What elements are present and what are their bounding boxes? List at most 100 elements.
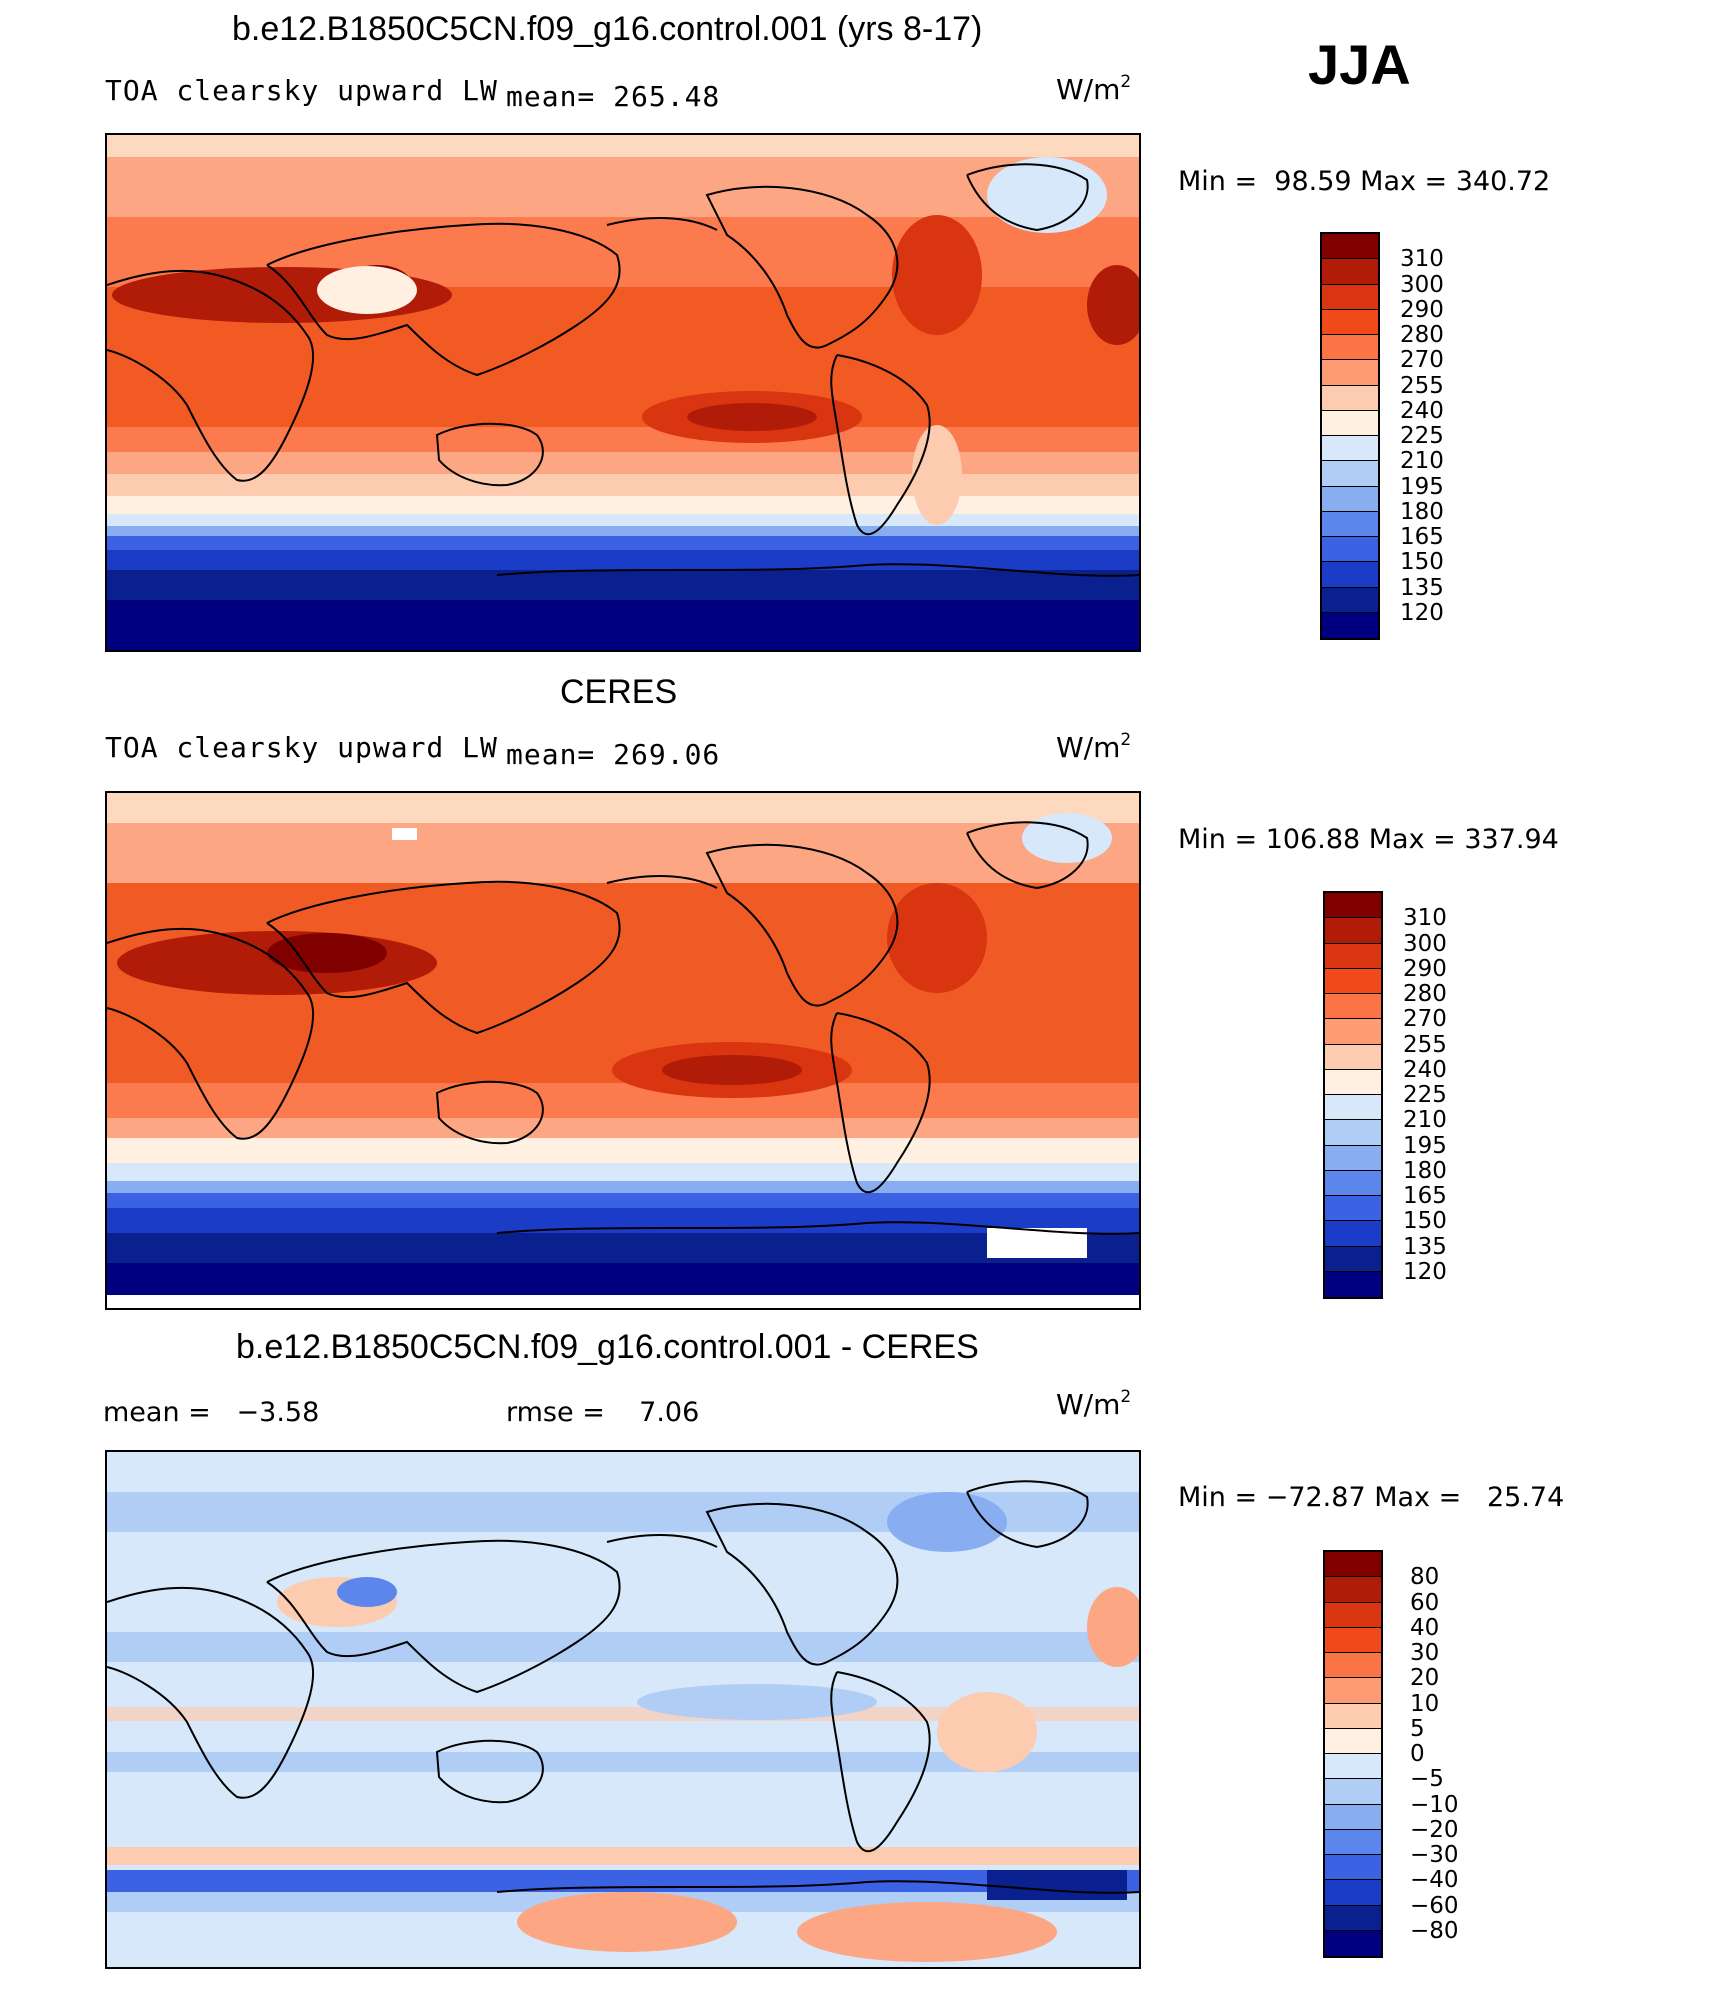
panel-1-minmax: Min = 98.59 Max = 340.72 [1178,166,1551,197]
units-exponent: 2 [1120,730,1132,750]
panel-2-colorbar [1323,891,1383,1299]
colorbar-swatch [1325,1880,1381,1906]
colorbar-tick-label: 135 [1403,1233,1447,1260]
colorbar-tick-label: −30 [1410,1842,1459,1868]
units-text: W/m [1056,73,1121,106]
colorbar-tick-label: 270 [1403,1006,1447,1033]
units-text: W/m [1056,1388,1121,1421]
panel-3-map [105,1450,1141,1969]
colorbar-swatch [1325,1602,1381,1628]
colorbar-swatch [1325,1577,1381,1603]
colorbar-swatch [1322,234,1378,260]
colorbar-tick-label: 150 [1400,549,1444,576]
panel-2-map [105,791,1141,1310]
colorbar-swatch [1322,612,1378,638]
colorbar-swatch [1325,1905,1381,1931]
colorbar-tick-label: 240 [1403,1056,1447,1083]
colorbar-swatch [1325,1019,1381,1045]
colorbar-tick-label: 165 [1403,1183,1447,1209]
colorbar-tick-label: −60 [1410,1892,1459,1919]
panel-3-mean: mean = −3.58 [103,1397,320,1428]
colorbar-tick-label: 30 [1410,1640,1440,1666]
colorbar-swatch [1325,1170,1381,1196]
colorbar-swatch [1322,410,1378,436]
colorbar-tick-label: 10 [1410,1690,1440,1717]
colorbar-swatch [1322,587,1378,613]
colorbar-tick-label: 310 [1403,905,1447,932]
colorbar-swatch [1322,309,1378,335]
colorbar-swatch [1325,1221,1381,1247]
colorbar-tick-label: 255 [1400,372,1444,399]
colorbar-tick-label: 120 [1403,1258,1447,1285]
colorbar-swatch [1325,1829,1381,1855]
panel-2-title: CERES [560,673,678,711]
panel-2-units: W/m2 [1056,730,1131,764]
colorbar-swatch [1325,1703,1381,1729]
colorbar-tick-label: 280 [1400,322,1444,348]
colorbar-swatch [1325,1196,1381,1222]
colorbar-tick-label: −5 [1410,1766,1444,1793]
colorbar-tick-label: 310 [1400,246,1444,273]
colorbar-tick-label: 80 [1410,1564,1440,1591]
colorbar-swatch [1325,943,1381,969]
colorbar-swatch [1322,360,1378,386]
colorbar-swatch [1325,1095,1381,1121]
colorbar-swatch [1325,1678,1381,1704]
colorbar-tick-label: 165 [1400,524,1444,550]
colorbar-tick-label: 40 [1410,1614,1440,1641]
colorbar-swatch [1322,537,1378,563]
colorbar-swatch [1325,994,1381,1020]
colorbar-tick-label: 300 [1403,930,1447,957]
colorbar-tick-label: 5 [1410,1715,1425,1742]
panel-1-map-svg [107,135,1139,650]
colorbar-swatch [1325,893,1381,919]
colorbar-swatch [1325,1627,1381,1653]
colorbar-tick-label: 20 [1410,1665,1440,1692]
colorbar-tick-label: 195 [1403,1132,1447,1159]
panel-1-map [105,133,1141,652]
colorbar-swatch [1322,335,1378,361]
panel-1-units: W/m2 [1056,72,1131,106]
colorbar-tick-label: 240 [1400,397,1444,424]
colorbar-tick-label: 0 [1410,1741,1425,1767]
colorbar-swatch [1325,1069,1381,1095]
colorbar-tick-label: 225 [1400,423,1444,449]
colorbar-tick-label: 210 [1403,1107,1447,1134]
colorbar-swatch [1325,1044,1381,1070]
panel-1-colorbar [1320,232,1380,640]
colorbar-swatch [1325,1754,1381,1780]
colorbar-swatch [1322,511,1378,537]
colorbar-swatch [1325,1552,1381,1578]
colorbar-tick-label: 270 [1400,347,1444,374]
colorbar-swatch [1325,1145,1381,1171]
colorbar-tick-label: 255 [1403,1031,1447,1058]
units-exponent: 2 [1120,1387,1132,1407]
colorbar-swatch [1325,1271,1381,1297]
colorbar-tick-label: −20 [1410,1816,1459,1843]
colorbar-tick-label: −10 [1410,1791,1459,1818]
colorbar-swatch [1322,284,1378,310]
colorbar-swatch [1325,1855,1381,1881]
colorbar-tick-label: 195 [1400,473,1444,500]
panel-3-rmse: rmse = 7.06 [506,1397,700,1428]
colorbar-swatch [1322,461,1378,487]
colorbar-swatch [1325,1728,1381,1754]
colorbar-tick-label: 180 [1403,1157,1447,1184]
colorbar-swatch [1322,436,1378,462]
panel-3-minmax: Min = −72.87 Max = 25.74 [1178,1482,1565,1513]
colorbar-tick-label: 280 [1403,981,1447,1007]
colorbar-tick-label: 290 [1400,296,1444,323]
colorbar-tick-label: 180 [1400,498,1444,525]
colorbar-swatch [1322,486,1378,512]
colorbar-tick-label: 150 [1403,1208,1447,1235]
colorbar-swatch [1325,1653,1381,1679]
colorbar-swatch [1325,1930,1381,1956]
colorbar-swatch [1322,385,1378,411]
colorbar-swatch [1325,1246,1381,1272]
colorbar-swatch [1322,562,1378,588]
colorbar-tick-label: 60 [1410,1589,1440,1616]
colorbar-tick-label: 300 [1400,271,1444,298]
colorbar-tick-label: 290 [1403,955,1447,982]
colorbar-tick-label: −80 [1410,1917,1459,1944]
colorbar-swatch [1322,259,1378,285]
